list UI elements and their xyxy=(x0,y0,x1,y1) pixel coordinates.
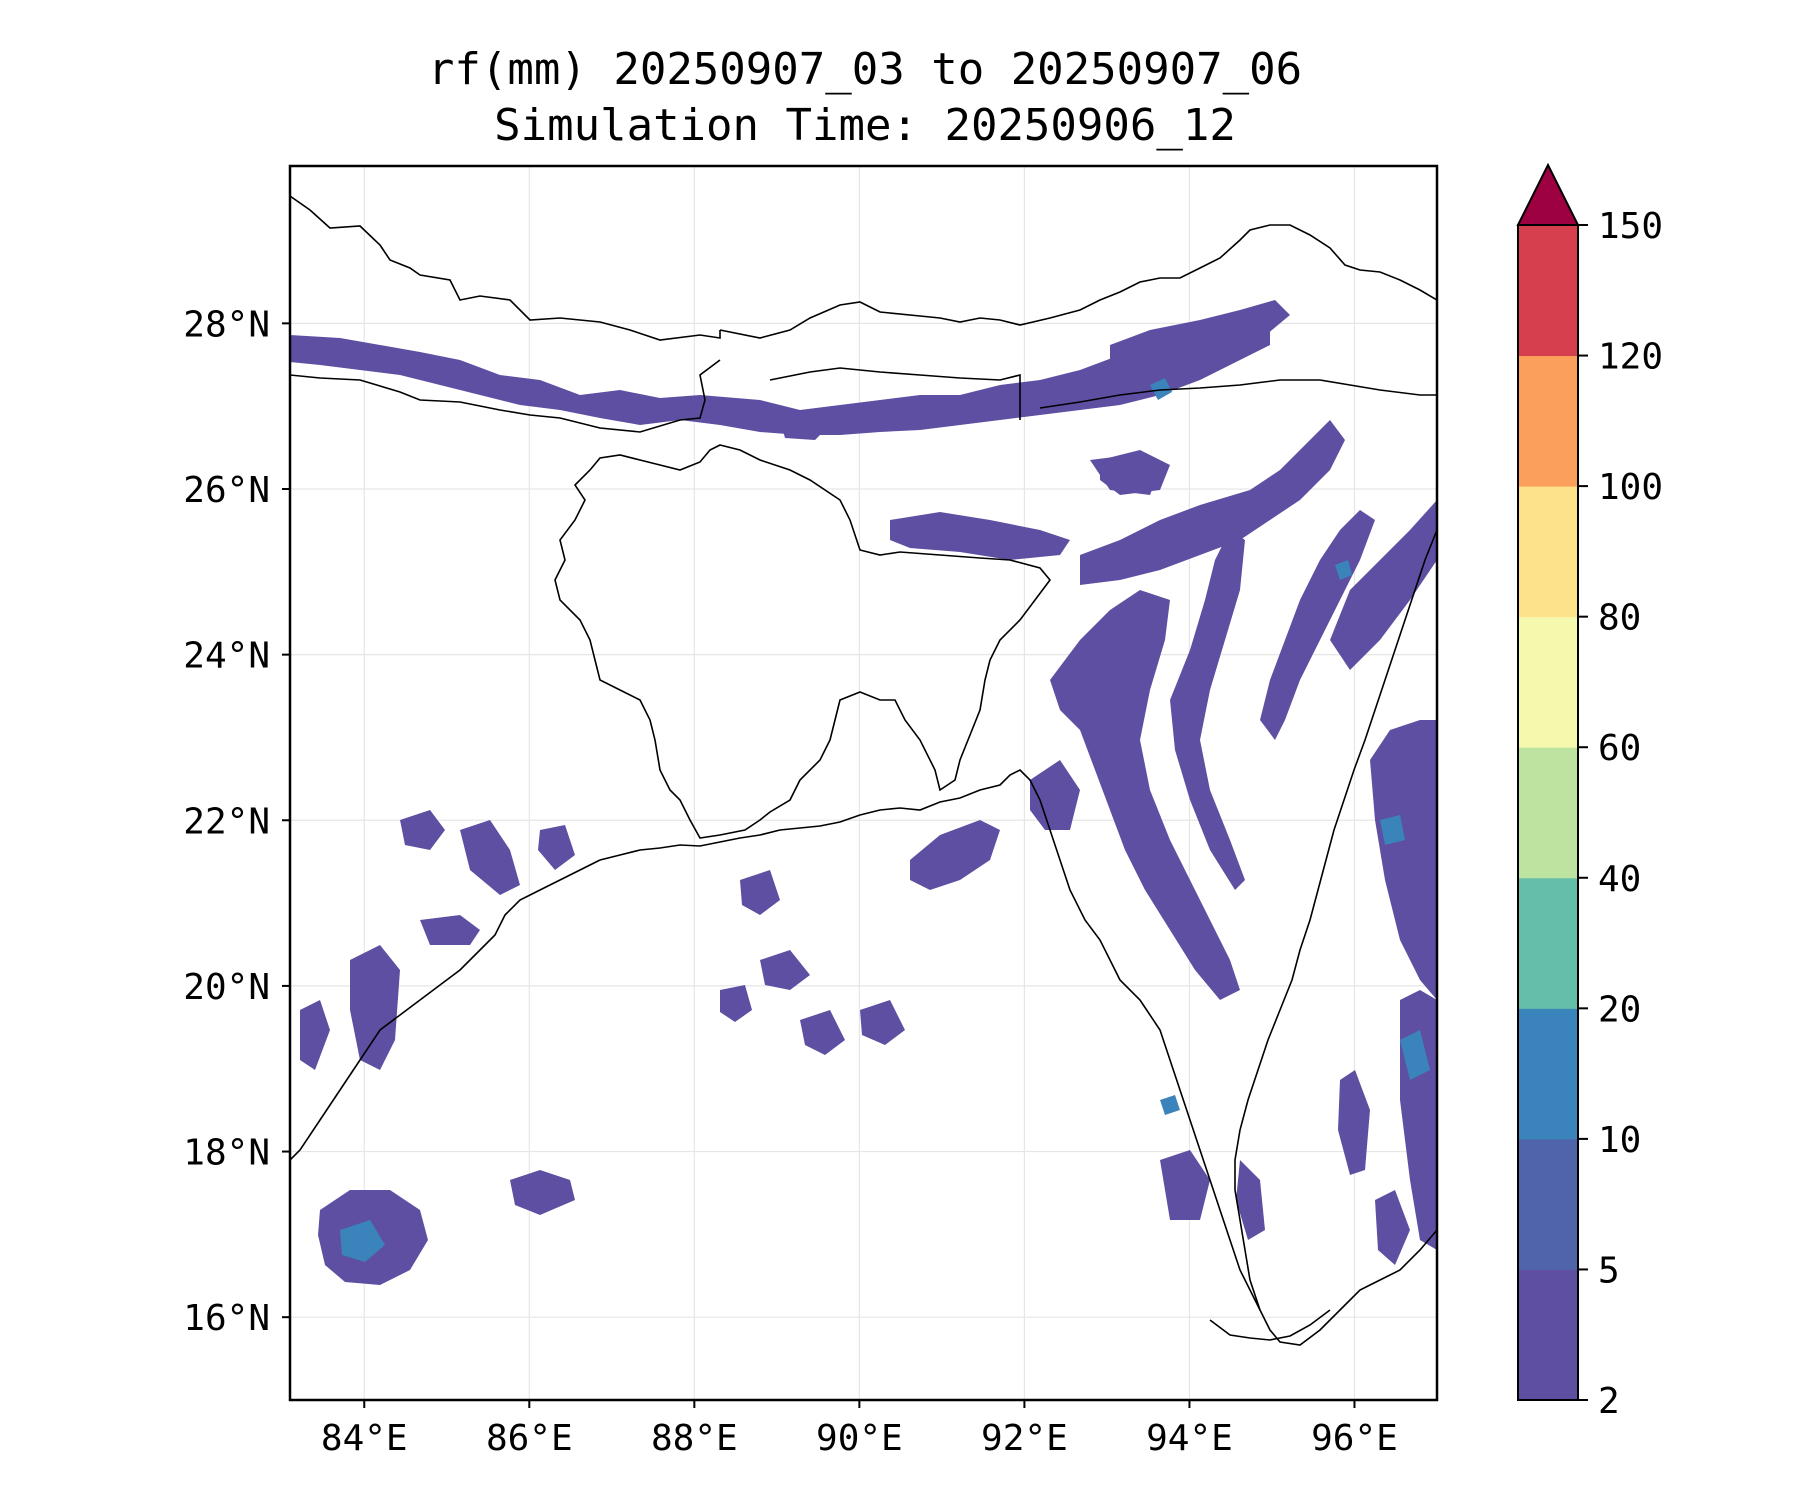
rainfall-intense-cells xyxy=(340,378,1430,1262)
rain-cell-intense-1 xyxy=(1150,378,1172,400)
rain-blob-bay-east xyxy=(1030,760,1080,830)
x-tick-label: 96°E xyxy=(1311,1418,1398,1459)
colorbar-tick-label: 10 xyxy=(1598,1120,1641,1161)
colorbar-tick-label: 5 xyxy=(1598,1250,1620,1291)
colorbar-extend-triangle xyxy=(1516,162,1580,226)
border-nepal-south xyxy=(290,359,721,433)
rain-cell-intense-2 xyxy=(1160,1095,1180,1115)
colorbar-segment xyxy=(1518,1138,1578,1270)
map-subtitle: Simulation Time: 20250906_12 xyxy=(494,100,1236,151)
colorbar-tick-label: 60 xyxy=(1598,728,1641,769)
rain-cell-intense-6 xyxy=(1335,560,1352,580)
colorbar-segment xyxy=(1518,225,1578,357)
rain-band-himalaya xyxy=(290,320,1270,435)
x-tick-label: 84°E xyxy=(321,1418,408,1459)
rain-blob-coast-1 xyxy=(350,945,400,1070)
x-tick-label: 90°E xyxy=(816,1418,903,1459)
rain-blob-bay-center-3 xyxy=(860,1000,905,1045)
rain-band-assam xyxy=(1080,420,1345,585)
coast-andaman-delta xyxy=(1209,1309,1331,1341)
colorbar-segment xyxy=(1518,355,1578,487)
colorbar-tick-label: 100 xyxy=(1598,467,1663,508)
y-tick-label: 16°N xyxy=(183,1298,270,1339)
rain-blob-north-1 xyxy=(780,410,830,440)
colorbar-tick-label: 120 xyxy=(1598,337,1663,378)
colorbar-frame xyxy=(1517,224,1579,1401)
rain-blob-myanmar-mid xyxy=(1338,1070,1370,1175)
x-tick-label: 88°E xyxy=(651,1418,738,1459)
colorbar: 2 5 10 20 40 60 80 100 120 150 xyxy=(1516,162,1663,1422)
rain-blob-bay-north xyxy=(910,820,1000,890)
coast-bengal xyxy=(599,769,1437,1346)
colorbar-segment xyxy=(1518,877,1578,1009)
rain-cell-intense-4 xyxy=(1400,1030,1430,1080)
x-tick-label: 86°E xyxy=(486,1418,573,1459)
y-tick-label: 24°N xyxy=(183,636,270,677)
colorbar-segment xyxy=(1518,1269,1578,1401)
rain-band-myanmar-west xyxy=(1170,530,1245,890)
latitude-ticks: 28°N 26°N 24°N 22°N 20°N 18°N 16°N xyxy=(183,304,290,1339)
coast-myanmar xyxy=(1234,529,1437,1311)
rain-blob-bay-south-1 xyxy=(1160,1150,1210,1220)
rain-cell-intense-5 xyxy=(340,1220,385,1262)
rain-blob-bay-center-5 xyxy=(720,985,752,1022)
border-nepal-north xyxy=(290,195,721,341)
colorbar-tick-label: 80 xyxy=(1598,598,1641,639)
y-tick-label: 26°N xyxy=(183,470,270,511)
rain-blob-bay-center-4 xyxy=(740,870,780,915)
rain-blob-bay-center-2 xyxy=(800,1010,845,1055)
rain-blob-odisha-1 xyxy=(460,820,520,895)
rain-band-far-east xyxy=(1370,720,1437,1000)
longitude-ticks: 84°E 86°E 88°E 90°E 92°E 94°E 96°E xyxy=(321,1400,1398,1459)
rain-blob-coast-2 xyxy=(300,1000,330,1070)
colorbar-tick-label: 150 xyxy=(1598,206,1663,247)
y-tick-label: 22°N xyxy=(183,801,270,842)
colorbar-tick-label: 2 xyxy=(1598,1381,1620,1422)
rain-blob-bay-south-2 xyxy=(1236,1160,1265,1240)
border-bhutan xyxy=(769,367,1021,420)
x-tick-label: 92°E xyxy=(981,1418,1068,1459)
colorbar-tick-label: 40 xyxy=(1598,859,1641,900)
y-tick-label: 28°N xyxy=(183,304,270,345)
map-title: rf(mm) 20250907_03 to 20250907_06 xyxy=(427,44,1303,95)
rain-blob-bay-west xyxy=(510,1170,575,1215)
colorbar-tick-label: 20 xyxy=(1598,989,1641,1030)
coastlines-and-borders xyxy=(290,195,1437,1346)
y-tick-label: 20°N xyxy=(183,967,270,1008)
border-bhutan-tibet xyxy=(719,224,1437,339)
x-tick-label: 94°E xyxy=(1146,1418,1233,1459)
rain-blob-bay-center-1 xyxy=(760,950,810,990)
rain-blob-andhra-1 xyxy=(420,915,480,945)
rain-band-tripura-mizoram xyxy=(1050,590,1240,1000)
rain-band-myanmar-east xyxy=(1330,500,1437,670)
rain-blob-himalaya-east xyxy=(1110,300,1290,385)
map-background xyxy=(290,166,1437,1400)
colorbar-segment xyxy=(1518,616,1578,748)
y-tick-label: 18°N xyxy=(183,1133,270,1174)
rain-blob-andhra-2 xyxy=(400,810,445,850)
border-bangladesh xyxy=(554,444,1052,839)
rain-cell-intense-3 xyxy=(1380,815,1405,845)
border-india-myanmar xyxy=(1039,379,1437,409)
colorbar-segment xyxy=(1518,1008,1578,1140)
rain-blob-bay-south-3 xyxy=(1375,1190,1410,1265)
rain-blob-assam-hills xyxy=(1090,455,1160,495)
rain-blob-bengal-north xyxy=(890,512,1070,560)
coast-odisha xyxy=(290,859,601,1161)
colorbar-segment xyxy=(1518,747,1578,879)
rain-blob-odisha-2 xyxy=(538,825,575,870)
map-panel: 84°E 86°E 88°E 90°E 92°E 94°E 96°E 28°N 26°N 24°… xyxy=(183,164,1439,1459)
map-frame xyxy=(288,164,1439,1402)
colorbar-segment xyxy=(1518,486,1578,618)
